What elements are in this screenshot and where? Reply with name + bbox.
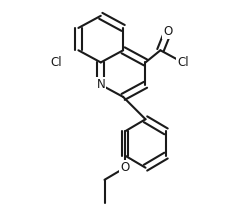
Text: N: N [96, 78, 105, 91]
Text: O: O [120, 161, 130, 174]
Text: O: O [163, 25, 172, 38]
Text: Cl: Cl [177, 56, 188, 69]
Text: Cl: Cl [50, 56, 62, 69]
